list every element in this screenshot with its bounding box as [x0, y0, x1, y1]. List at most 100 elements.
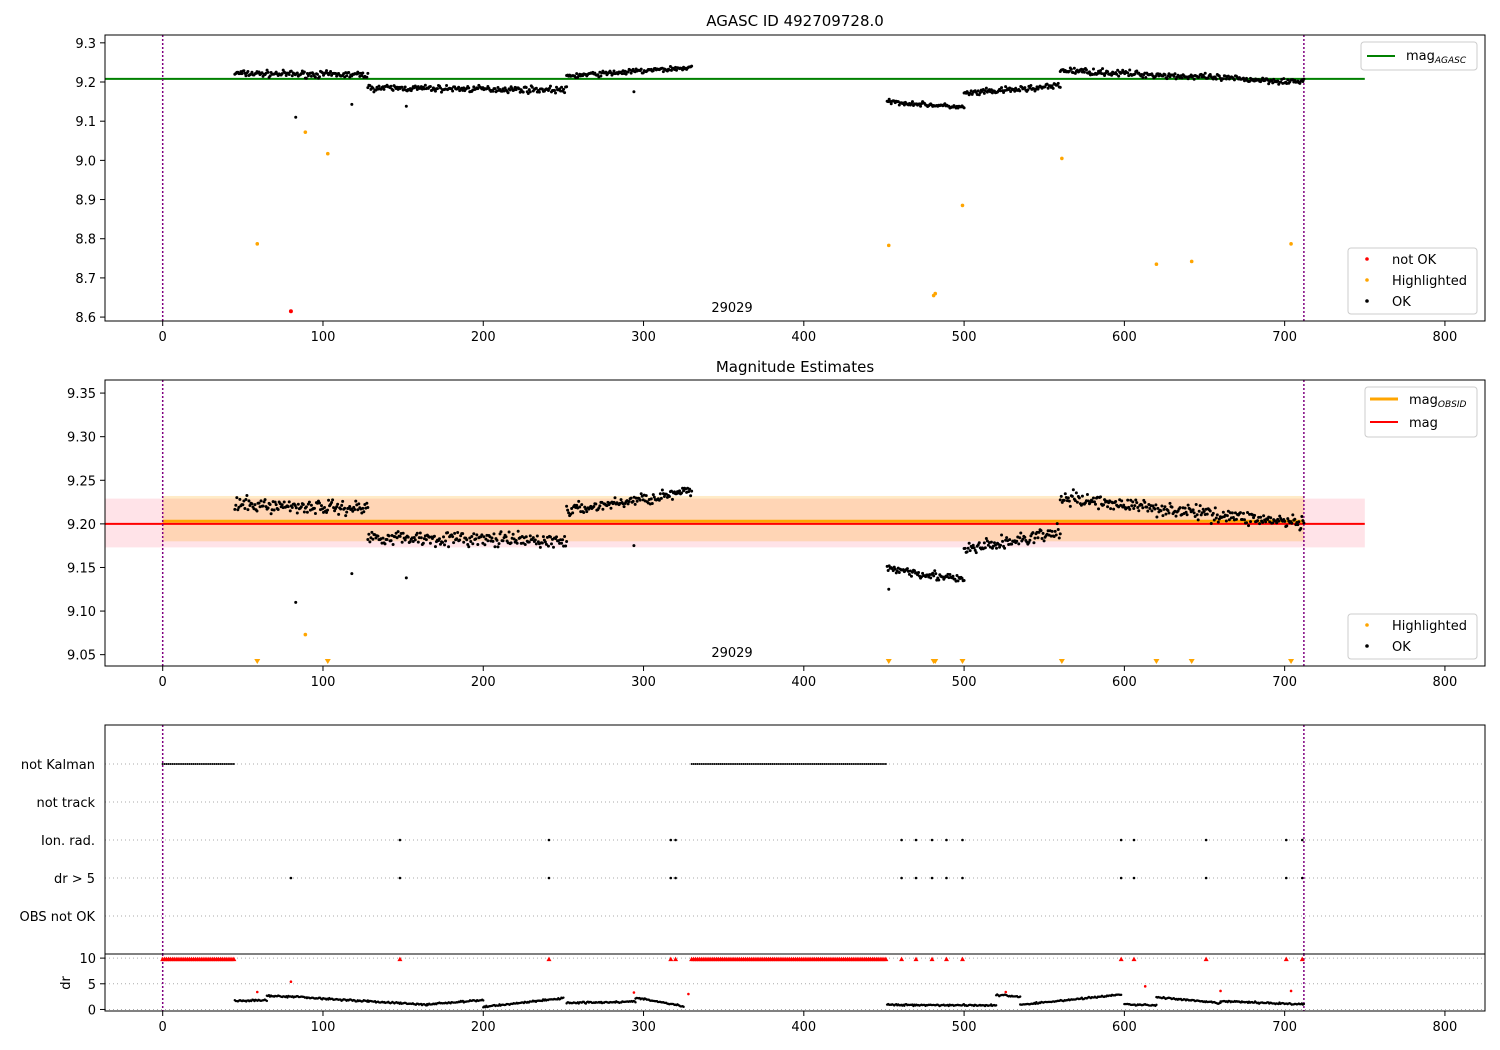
dr-clipped-marker	[397, 956, 403, 962]
magnitude-ok-point	[1037, 530, 1041, 534]
flag-point	[819, 763, 822, 765]
magnitude-ok-point	[1164, 512, 1168, 516]
agasc-ok-point	[472, 85, 476, 89]
magnitude-ok-point	[235, 496, 239, 500]
flag-point	[873, 763, 876, 765]
flag-point	[836, 763, 839, 765]
flag-point	[867, 763, 870, 765]
agasc-ok-point	[1241, 76, 1245, 80]
agasc-ok-point	[1173, 72, 1177, 76]
magnitude-ok-point	[929, 576, 933, 580]
magnitude-xtick-label: 700	[1272, 675, 1297, 690]
magnitude-ok-point	[1130, 504, 1134, 508]
magnitude-ok-point	[897, 571, 901, 575]
agasc-ok-point	[910, 100, 914, 104]
agasc-highlighted-point	[1289, 242, 1293, 246]
magnitude-ok-point	[986, 543, 990, 547]
magnitude-ok-point	[548, 535, 552, 539]
magnitude-ok-point	[492, 532, 496, 536]
agasc-ok-point	[423, 83, 427, 87]
magnitude-ok-point	[523, 542, 527, 546]
magnitude-ok-point	[960, 576, 964, 580]
magnitude-ok-point	[1040, 537, 1044, 541]
magnitude-ok-point	[1283, 519, 1287, 523]
magnitude-lower-marker	[254, 659, 261, 664]
agasc-ok-point	[287, 73, 291, 77]
magnitude-ok-point	[1247, 524, 1251, 528]
magnitude-ok-point	[1242, 518, 1246, 522]
magnitude-ok-point	[1245, 521, 1249, 525]
agasc-ok-point	[366, 71, 370, 75]
flag-label: Ion. rad.	[41, 834, 95, 849]
magnitude-ok-point	[468, 536, 472, 540]
flag-point	[696, 763, 699, 765]
agasc-ok-point	[476, 87, 480, 91]
magnitude-ok-point	[687, 490, 691, 494]
flag-point	[777, 763, 780, 765]
agasc-ok-point	[1172, 74, 1176, 78]
magnitude-ok-point	[447, 545, 451, 549]
flag-point	[848, 763, 851, 765]
magnitude-ok-point	[1109, 507, 1113, 511]
agasc-ok-point	[496, 85, 500, 89]
magnitude-ok-point	[516, 529, 520, 533]
agasc-ok-point	[403, 85, 407, 89]
magnitude-ok-point	[357, 502, 361, 506]
magnitude-ok-point	[632, 544, 636, 548]
magnitude-ok-point	[912, 569, 916, 573]
agasc-highlighted-point	[303, 130, 308, 134]
agasc-ok-point	[377, 84, 381, 88]
magnitude-ytick-label: 9.20	[67, 518, 96, 533]
magnitude-ok-point	[1114, 499, 1118, 503]
agasc-ok-point	[317, 75, 321, 79]
magnitude-ok-point	[629, 496, 633, 500]
flag-point	[884, 763, 887, 765]
agasc-ok-point	[632, 90, 636, 94]
magnitude-ok-point	[551, 545, 555, 549]
magnitude-ok-point	[1080, 494, 1084, 498]
magnitude-ok-point	[288, 509, 292, 513]
magnitude-ytick-label: 9.10	[67, 605, 96, 620]
flag-point	[752, 763, 755, 765]
flag-point	[674, 876, 677, 880]
agasc-ok-point	[244, 74, 248, 78]
magnitude-ok-point	[290, 505, 294, 509]
dr-frame	[104, 953, 1486, 1012]
magnitude-ok-point	[905, 567, 909, 571]
agasc-ok-point	[1009, 90, 1013, 94]
agasc-ok-point	[1165, 77, 1169, 81]
magnitude-ok-point	[1140, 503, 1144, 507]
magnitude-ok-point	[304, 505, 308, 509]
magnitude-ok-point	[272, 508, 276, 512]
magnitude-ok-point	[660, 488, 664, 492]
agasc-ok-point	[1141, 75, 1145, 79]
agasc-ok-point	[250, 70, 254, 74]
dr-point	[634, 1001, 637, 1004]
flag-point	[182, 763, 185, 765]
flag-point	[865, 763, 868, 765]
magnitude-ok-point	[493, 545, 497, 549]
magnitude-ok-point	[294, 600, 298, 604]
agasc-legend-upper: magAGASC	[1360, 41, 1478, 71]
flag-point	[721, 763, 724, 765]
magnitude-ok-point	[609, 506, 613, 510]
flag-point	[547, 876, 551, 880]
flag-point	[219, 763, 222, 765]
magnitude-ok-point	[453, 531, 457, 535]
magnitude-ok-point	[236, 508, 240, 512]
flag-point	[161, 763, 164, 765]
dr-point	[1155, 1003, 1158, 1007]
dr-point	[482, 999, 485, 1002]
dr-clipped-marker	[1118, 956, 1124, 962]
agasc-ok-point	[313, 75, 317, 79]
flag-point	[821, 763, 824, 765]
magnitude-ok-point	[1198, 504, 1202, 508]
magnitude-ok-point	[336, 502, 340, 506]
agasc-xtick-label: 0	[159, 330, 167, 345]
agasc-ok-point	[540, 87, 544, 91]
dr-red-point	[1143, 985, 1147, 988]
magnitude-ok-point	[977, 541, 981, 545]
magnitude-ok-point	[1056, 527, 1060, 531]
magnitude-ok-point	[462, 540, 466, 544]
agasc-ok-point	[526, 92, 530, 96]
